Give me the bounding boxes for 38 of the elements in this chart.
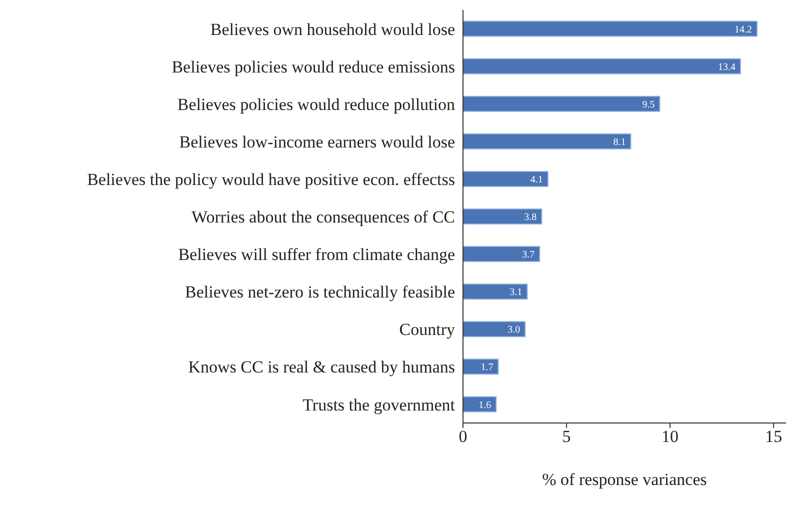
data-label: 3.0 — [508, 324, 520, 336]
bar — [463, 396, 497, 412]
data-label: 9.5 — [642, 99, 655, 110]
y-tick-label: Country — [399, 320, 456, 340]
y-tick-label: Worries about the consequences of CC — [192, 208, 455, 227]
data-label: 4.1 — [530, 174, 543, 186]
bar — [463, 246, 540, 262]
bar — [463, 170, 548, 187]
data-label: 1.7 — [480, 362, 494, 374]
y-tick-label: Believes low-income earners would lose — [179, 132, 455, 152]
bar — [463, 284, 528, 300]
x-tick-label: 15 — [765, 427, 782, 446]
y-tick-label: Believes own household would lose — [210, 20, 455, 39]
x-axis-title: % of response variances — [542, 470, 707, 489]
y-tick-label: Knows CC is real & caused by humans — [188, 358, 455, 377]
data-label: 1.6 — [478, 400, 492, 411]
bar — [463, 96, 660, 112]
data-label: 13.4 — [718, 62, 736, 73]
data-label: 3.8 — [524, 212, 537, 224]
x-tick-label: 5 — [562, 427, 571, 446]
bar — [463, 321, 526, 338]
y-tick-label: Believes will suffer from climate change — [178, 245, 455, 264]
y-tick-label: Believes policies would reduce emissions — [172, 57, 455, 76]
y-tick-label: Trusts the government — [302, 395, 456, 414]
data-label: 14.2 — [734, 24, 752, 36]
bar — [463, 133, 632, 150]
bar — [463, 358, 499, 375]
y-tick-label: Believes the policy would have positive econ. effectss — [87, 170, 455, 189]
data-label: 3.7 — [522, 250, 535, 261]
x-tick-label: 0 — [458, 427, 468, 446]
y-tick-label: Believes net-zero is technically feasible — [185, 282, 455, 302]
bar — [463, 58, 741, 74]
x-tick-label: 10 — [662, 427, 679, 446]
bar — [463, 208, 542, 224]
bar — [463, 20, 758, 37]
y-tick-label: Believes policies would reduce pollution — [177, 94, 456, 114]
data-label: 3.1 — [510, 287, 522, 298]
data-label: 8.1 — [613, 136, 626, 148]
